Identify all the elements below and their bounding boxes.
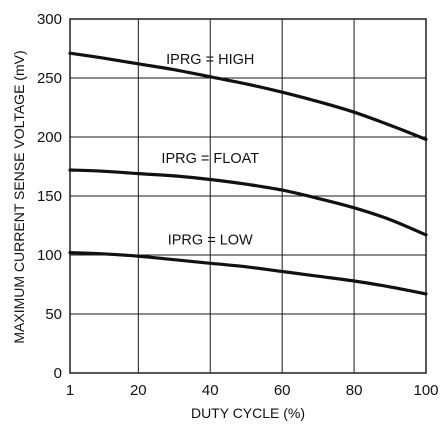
plot-frame <box>69 18 427 374</box>
series-line-1 <box>68 168 428 237</box>
y-tick-label-5: 250 <box>37 70 62 87</box>
series-line-2 <box>68 251 428 296</box>
series-label-0: IPRG = HIGH <box>166 52 254 68</box>
y-tick-label-4: 200 <box>37 129 62 146</box>
x-tick-label-1: 20 <box>130 382 147 399</box>
grid <box>70 19 426 373</box>
y-tick-label-2: 100 <box>37 247 62 264</box>
series-lines <box>68 51 428 296</box>
y-tick-label-6: 300 <box>37 11 62 28</box>
y-axis-title: MAXIMUM CURRENT SENSE VOLTAGE (mV) <box>11 50 27 343</box>
x-tick-label-4: 80 <box>346 382 363 399</box>
x-axis-title: DUTY CYCLE (%) <box>191 405 305 421</box>
y-tick-label-0: 0 <box>54 365 62 382</box>
series-labels: IPRG = HIGH IPRG = FLOAT IPRG = LOW <box>161 52 259 249</box>
x-tick-labels: 1 20 40 60 80 100 <box>66 382 439 399</box>
x-tick-label-2: 40 <box>202 382 219 399</box>
series-label-1: IPRG = FLOAT <box>161 151 259 167</box>
y-tick-label-3: 150 <box>37 188 62 205</box>
series-line-0 <box>68 51 428 141</box>
series-label-2: IPRG = LOW <box>168 232 253 248</box>
y-tick-label-1: 50 <box>45 306 62 323</box>
x-tick-label-5: 100 <box>413 382 438 399</box>
x-tick-label-0: 1 <box>66 382 74 399</box>
y-tick-labels: 0 50 100 150 200 250 300 <box>37 11 62 382</box>
x-tick-label-3: 60 <box>274 382 291 399</box>
